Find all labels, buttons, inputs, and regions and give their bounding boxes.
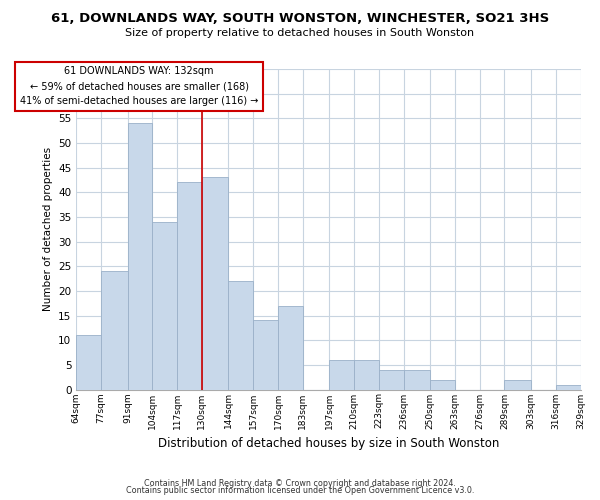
Bar <box>404 370 430 390</box>
Text: Contains public sector information licensed under the Open Government Licence v3: Contains public sector information licen… <box>126 486 474 495</box>
Text: Size of property relative to detached houses in South Wonston: Size of property relative to detached ho… <box>125 28 475 38</box>
Bar <box>76 336 101 390</box>
Bar <box>379 370 404 390</box>
Text: 61, DOWNLANDS WAY, SOUTH WONSTON, WINCHESTER, SO21 3HS: 61, DOWNLANDS WAY, SOUTH WONSTON, WINCHE… <box>51 12 549 26</box>
Bar <box>354 360 379 390</box>
Text: 61 DOWNLANDS WAY: 132sqm
← 59% of detached houses are smaller (168)
41% of semi-: 61 DOWNLANDS WAY: 132sqm ← 59% of detach… <box>20 66 258 106</box>
X-axis label: Distribution of detached houses by size in South Wonston: Distribution of detached houses by size … <box>158 437 499 450</box>
Bar <box>278 306 303 390</box>
Y-axis label: Number of detached properties: Number of detached properties <box>43 147 53 312</box>
Bar <box>152 222 177 390</box>
Text: Contains HM Land Registry data © Crown copyright and database right 2024.: Contains HM Land Registry data © Crown c… <box>144 478 456 488</box>
Bar <box>202 178 229 390</box>
Bar <box>128 123 152 390</box>
Bar <box>101 271 128 390</box>
Bar <box>229 281 253 390</box>
Bar <box>329 360 354 390</box>
Bar <box>430 380 455 390</box>
Bar <box>177 182 202 390</box>
Bar <box>505 380 531 390</box>
Bar <box>253 320 278 390</box>
Bar <box>556 384 581 390</box>
